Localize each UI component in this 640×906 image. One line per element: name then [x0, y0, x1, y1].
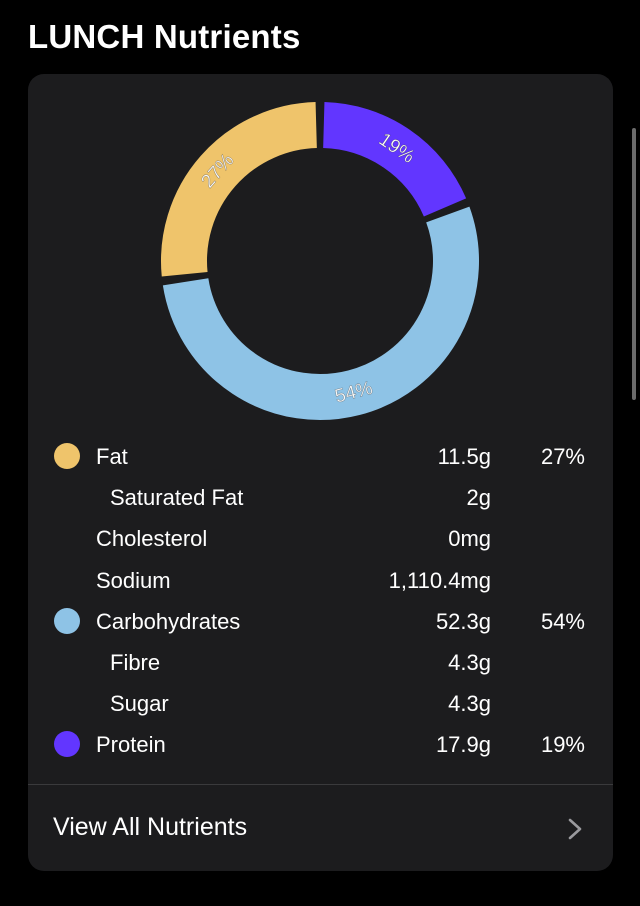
color-dot-icon	[54, 607, 80, 634]
nutrient-row-carbohydrates: Carbohydrates 52.3g 54%	[28, 601, 613, 641]
nutrient-row-protein: Protein 17.9g 19%	[28, 724, 613, 764]
nutrient-amount: 0mg	[448, 526, 491, 552]
color-dot-icon	[54, 443, 80, 469]
nutrient-row-sodium: Sodium 1,110.4mg	[28, 560, 613, 600]
nutrient-name: Saturated Fat	[110, 485, 244, 511]
donut-slice-protein	[322, 102, 467, 218]
nutrient-name: Sugar	[110, 691, 169, 717]
nutrient-row-fibre: Fibre 4.3g	[28, 642, 613, 682]
macro-donut-chart: 19%54%27%	[161, 102, 479, 420]
scrollbar[interactable]	[632, 128, 636, 400]
divider	[28, 784, 613, 785]
view-all-nutrients-button[interactable]: View All Nutrients	[28, 785, 613, 871]
nutrients-card: 19% 54% 27% Fat 11.5g 27% Saturated Fat 2g Chol…	[28, 74, 613, 871]
nutrient-percent: 19%	[540, 732, 585, 758]
donut-slice-fat	[161, 102, 318, 277]
nutrient-name: Cholesterol	[96, 526, 208, 552]
nutrient-amount: 17.9g	[435, 732, 491, 758]
nutrient-amount: 2g	[466, 485, 491, 511]
nutrient-row-fat: Fat 11.5g 27%	[28, 436, 613, 476]
page-title: LUNCH Nutrients	[28, 18, 301, 55]
nutrient-percent: 54%	[540, 608, 585, 634]
nutrient-amount: 52.3g	[435, 608, 491, 634]
nutrient-amount: 4.3g	[448, 691, 491, 717]
nutrient-row-saturated-fat: Saturated Fat 2g	[28, 477, 613, 517]
nutrient-amount: 1,110.4mg	[388, 567, 491, 593]
nutrient-name: Fibre	[110, 650, 161, 675]
color-dot-icon	[54, 731, 80, 758]
nutrient-amount: 11.5g	[437, 444, 491, 469]
nutrient-amount: 4.3g	[448, 650, 491, 675]
view-all-nutrients-label: View All Nutrients	[53, 813, 248, 841]
donut-slice-carbohydrates	[162, 206, 479, 420]
chevron-right-icon	[568, 818, 582, 840]
nutrient-name: Protein	[96, 732, 166, 758]
nutrient-row-cholesterol: Cholesterol 0mg	[28, 518, 613, 558]
nutrient-name: Fat	[96, 444, 128, 469]
nutrient-row-sugar: Sugar 4.3g	[28, 683, 613, 723]
nutrient-name: Carbohydrates	[96, 608, 241, 634]
nutrient-name: Sodium	[96, 567, 171, 593]
nutrient-percent: 27%	[540, 444, 585, 469]
